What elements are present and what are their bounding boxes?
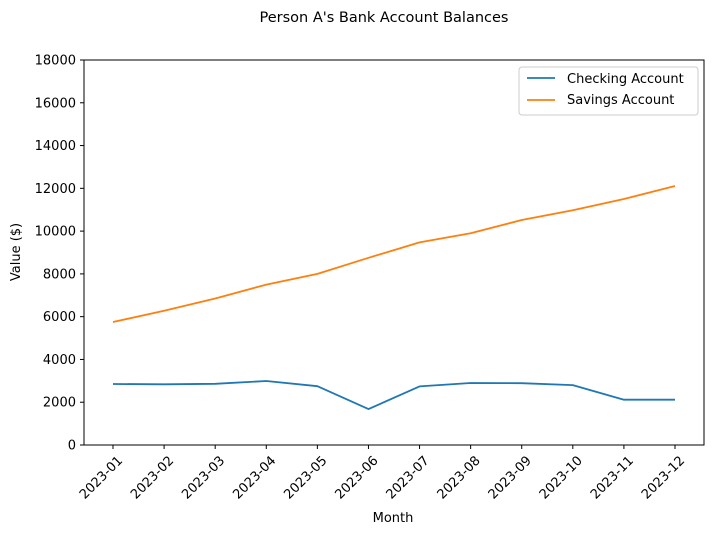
- y-tick-label: 4000: [43, 353, 76, 368]
- legend: Checking Account Savings Account: [518, 66, 699, 116]
- series-line-savings-account: [112, 185, 676, 323]
- y-tick-label: 18000: [35, 54, 76, 69]
- y-tick-label: 8000: [43, 267, 76, 282]
- series-lines: [112, 185, 676, 411]
- x-tick-label: 2023-08: [435, 453, 484, 502]
- y-axis-label: Value ($): [9, 223, 24, 281]
- x-axis-label: Month: [373, 511, 414, 526]
- y-tick-label: 10000: [35, 225, 76, 240]
- x-tick-label: 2023-02: [128, 453, 177, 502]
- series-line-checking-account: [112, 380, 675, 411]
- plot-area: [83, 59, 705, 446]
- x-tick-label: 2023-06: [332, 453, 381, 502]
- y-axis: 0 2000 4000 6000 8000 10000 12000 14000 16000 180…: [35, 54, 84, 454]
- x-tick-label: 2023-11: [588, 453, 637, 502]
- x-tick-label: 2023-09: [486, 453, 535, 502]
- x-tick-label: 2023-01: [77, 453, 126, 502]
- x-tick-label: 2023-07: [384, 453, 433, 502]
- y-tick-label: 6000: [43, 310, 76, 325]
- y-tick-label: 2000: [43, 396, 76, 411]
- x-tick-label: 2023-03: [179, 453, 228, 502]
- x-tick-label: 2023-05: [281, 453, 330, 502]
- x-tick-label: 2023-12: [639, 453, 688, 502]
- legend-label-checking: Checking Account: [567, 72, 684, 87]
- y-tick-label: 0: [68, 439, 76, 454]
- y-tick-label: 16000: [35, 96, 76, 111]
- legend-label-savings: Savings Account: [567, 93, 674, 108]
- y-tick-label: 12000: [35, 182, 76, 197]
- chart-title: Person A's Bank Account Balances: [260, 10, 509, 26]
- x-axis: 2023-01 2023-02 2023-03 2023-04 2023-05 2023-…: [77, 445, 688, 502]
- x-tick-label: 2023-04: [230, 453, 279, 502]
- legend-box: [518, 66, 699, 116]
- y-tick-label: 14000: [35, 139, 76, 154]
- x-tick-label: 2023-10: [537, 453, 586, 502]
